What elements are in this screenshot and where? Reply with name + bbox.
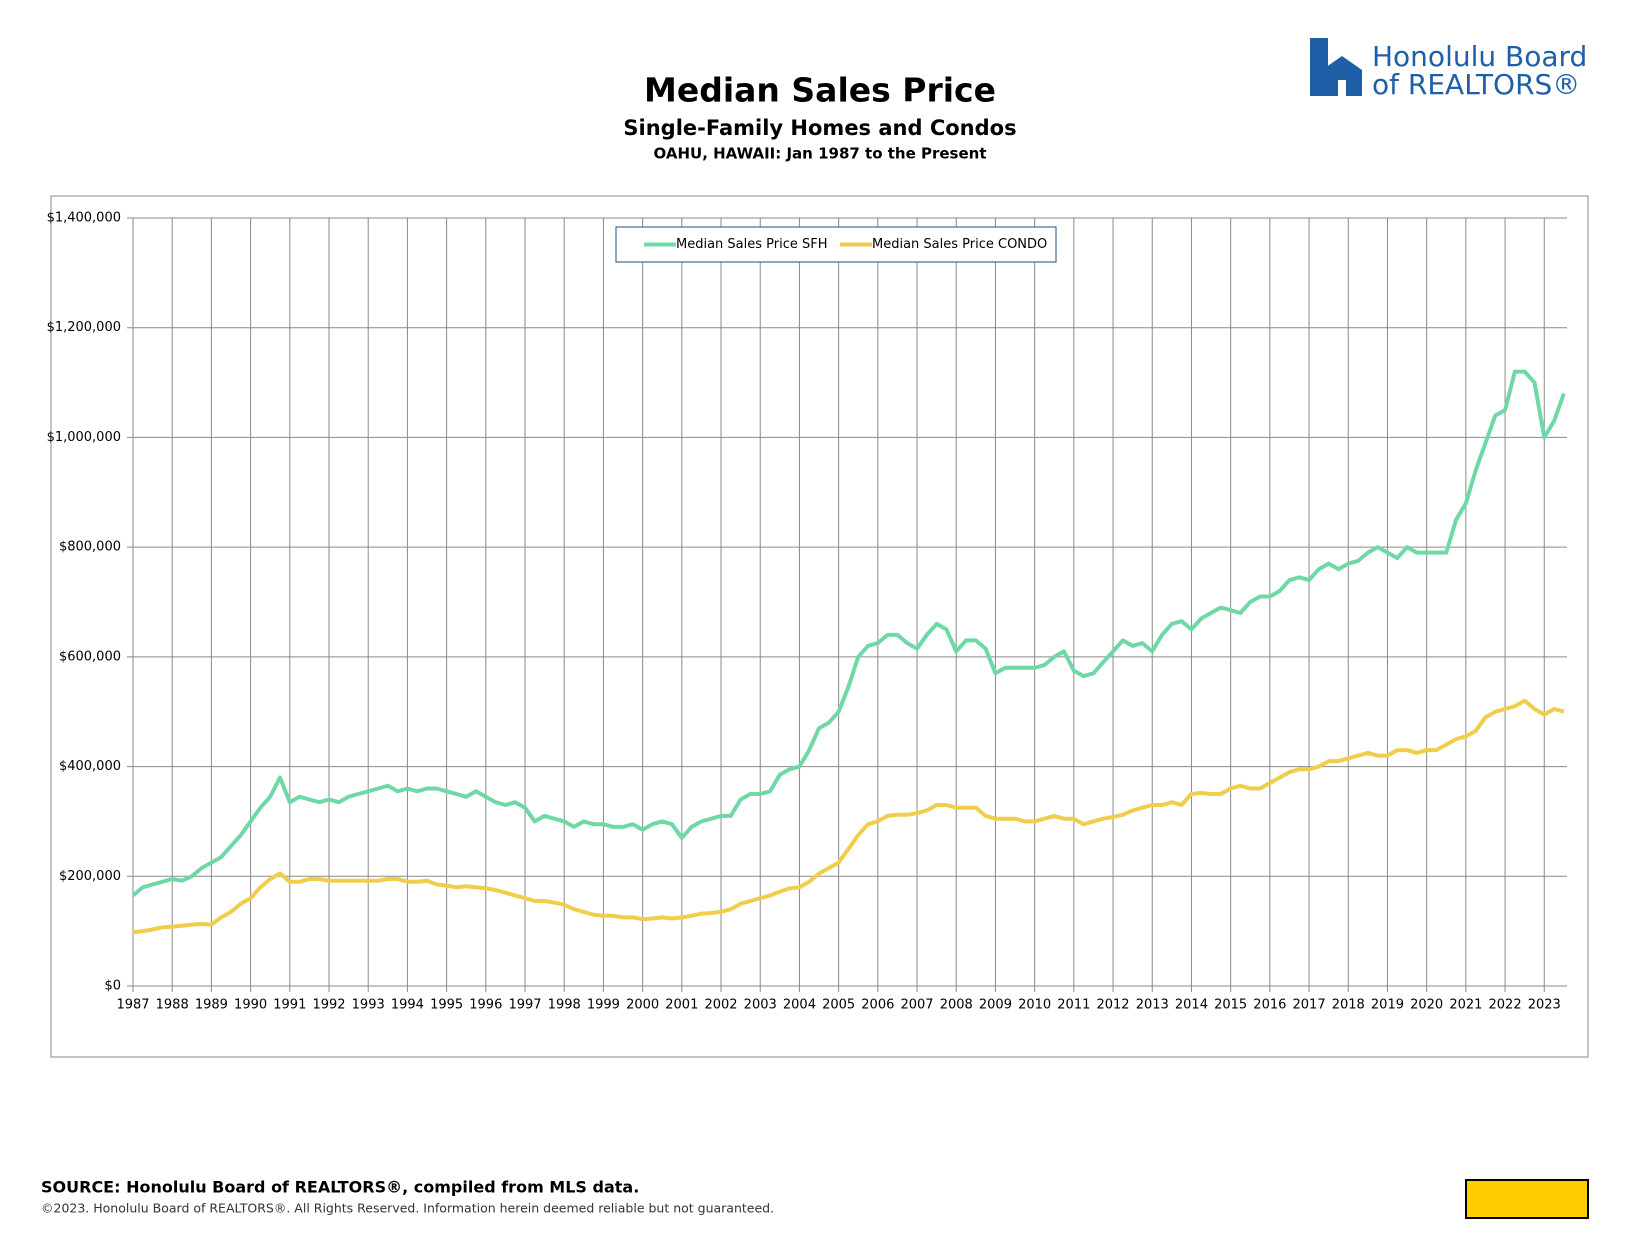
legend-label: Median Sales Price SFH [676,237,828,252]
chart-subtitle: OAHU, HAWAII: Jan 1987 to the Present [654,145,987,163]
chart-frame [50,195,1589,1058]
y-tick-label: $1,200,000 [47,320,121,335]
x-tick-label: 2012 [1096,998,1129,1013]
x-tick-label: 2008 [940,998,973,1013]
x-tick-label: 2020 [1410,998,1443,1013]
series-line [131,369,1566,898]
y-tick-label: $1,400,000 [47,211,121,226]
x-tick-label: 1989 [195,998,228,1013]
x-tick-label: 1987 [116,998,149,1013]
x-tick-label: 1992 [312,998,345,1013]
y-tick-label: $200,000 [59,869,121,884]
x-tick-label: 1996 [469,998,502,1013]
y-tick-label: $600,000 [59,649,121,664]
x-tick-label: 2010 [1018,998,1051,1013]
x-tick-label: 2001 [665,998,698,1013]
x-tick-label: 1998 [548,998,581,1013]
badge [1465,1179,1589,1219]
x-tick-label: 2016 [1253,998,1286,1013]
x-tick-label: 2011 [1057,998,1090,1013]
x-tick-label: 1997 [508,998,541,1013]
plot: $0 $200,000 $400,000 $600,000 $800,000 $1,000… [47,211,1567,1013]
x-tick-label: 2003 [744,998,777,1013]
x-tick-label: 2015 [1214,998,1247,1013]
x-tick-label: 2022 [1489,998,1522,1013]
source: SOURCE: Honolulu Board of REALTORS®, com… [41,1178,639,1197]
legend-box [615,226,1057,263]
x-tick-label: 2021 [1449,998,1482,1013]
logo-text: of REALTORS® [1372,68,1580,101]
copyright: ©2023. Honolulu Board of REALTORS®. All … [41,1201,774,1216]
x-tick-label: 2013 [1136,998,1169,1013]
x-tick-label: 2014 [1175,998,1208,1013]
x-tick-label: 2005 [822,998,855,1013]
x-tick-label: 1988 [156,998,189,1013]
x-tick-label: 2004 [783,998,816,1013]
series-line [132,698,1565,935]
x-tick-label: 1991 [273,998,306,1013]
y-tick-label: $800,000 [59,540,121,555]
x-tick-label: 2019 [1371,998,1404,1013]
x-tick-label: 1990 [234,998,267,1013]
x-tick-label: 2023 [1528,998,1561,1013]
x-tick-label: 2009 [979,998,1012,1013]
x-tick-label: 1999 [587,998,620,1013]
y-tick-label: $1,000,000 [47,430,121,445]
x-tick-label: 2006 [861,998,894,1013]
logo-text: Honolulu Board [1372,40,1587,73]
x-tick-label: 1994 [391,998,424,1013]
x-tick-label: 2018 [1332,998,1365,1013]
logo-door [1338,80,1346,96]
logo: Honolulu Board of REALTORS® [1310,38,1587,101]
x-tick-label: 2002 [704,998,737,1013]
x-tick-label: 1995 [430,998,463,1013]
legend-label: Median Sales Price CONDO [872,237,1047,252]
logo-house [1322,56,1362,96]
x-tick-label: 2017 [1293,998,1326,1013]
x-tick-label: 2007 [900,998,933,1013]
y-tick-label: $400,000 [59,759,121,774]
chart-title: Median Sales Price [644,71,996,110]
chart-subtitle: Single-Family Homes and Condos [623,116,1016,140]
x-tick-label: 1993 [352,998,385,1013]
y-tick-label: $0 [104,979,121,994]
x-tick-label: 2000 [626,998,659,1013]
